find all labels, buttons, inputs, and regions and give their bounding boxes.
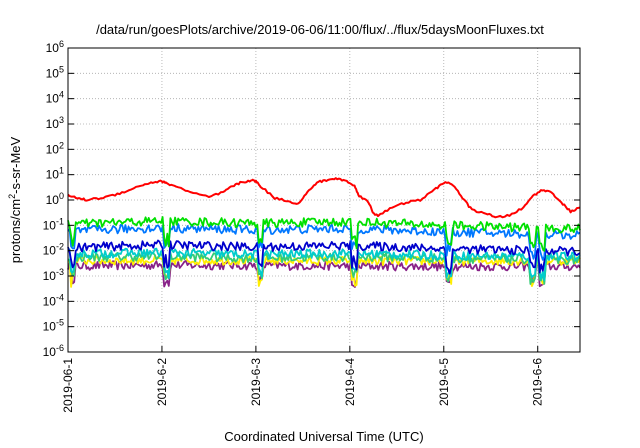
y-ticks: 10-6 10-5 10-4 10-3 10-2 10-1 100 101 102 103 104 1… [43, 39, 580, 359]
y-tick-label: 103 [46, 115, 64, 131]
y-tick-label: 105 [46, 64, 64, 80]
x-tick-label: 2019-6-3 [249, 358, 263, 406]
y-tick-label: 102 [46, 140, 64, 156]
series-line [67, 177, 581, 219]
x-tick-label: 2019-06-1 [61, 358, 75, 413]
x-tick-label: 2019-6-6 [531, 358, 545, 406]
series-group [67, 177, 581, 288]
series-line [67, 223, 581, 261]
y-tick-label: 101 [46, 166, 64, 182]
y-tick-label: 10-2 [43, 242, 64, 258]
series-line [67, 259, 581, 288]
y-tick-label: 10-5 [43, 318, 64, 334]
series-line [67, 254, 581, 288]
x-axis-label: Coordinated Universal Time (UTC) [224, 429, 423, 444]
y-tick-label: 10-1 [43, 216, 64, 232]
y-tick-label: 100 [46, 191, 64, 207]
y-tick-label: 10-6 [43, 343, 64, 359]
x-tick-label: 2019-6-4 [343, 358, 357, 406]
grid [68, 48, 580, 352]
y-tick-label: 10-4 [43, 292, 64, 308]
x-tick-label: 2019-6-2 [155, 358, 169, 406]
x-tick-label: 2019-6-5 [437, 358, 451, 406]
y-tick-label: 104 [46, 90, 64, 106]
y-tick-label: 10-3 [43, 267, 64, 283]
chart-title: /data/run/goesPlots/archive/2019-06-06/1… [96, 22, 544, 37]
series-line [67, 216, 581, 252]
series-line [67, 239, 581, 275]
y-tick-label: 106 [46, 39, 64, 55]
y-axis-label: protons/cm2-s-sr-MeV [7, 136, 23, 263]
x-ticks: 2019-06-1 2019-6-2 2019-6-3 2019-6-4 2019-6-… [61, 346, 545, 413]
